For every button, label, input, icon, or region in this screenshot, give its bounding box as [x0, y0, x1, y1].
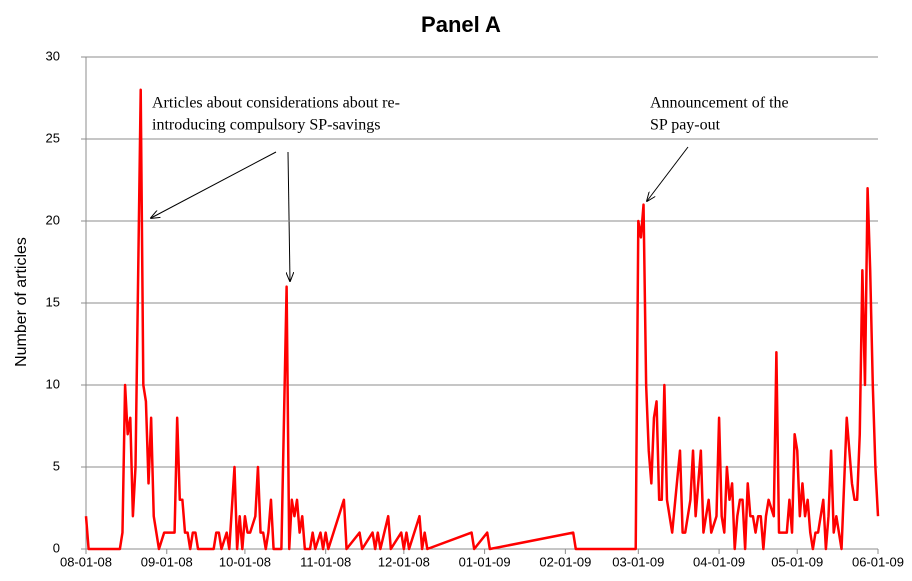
y-tick-label: 10 [46, 376, 60, 391]
arrow [151, 151, 277, 218]
y-tick-label: 25 [46, 130, 60, 145]
x-tick-label: 09-01-08 [141, 554, 193, 569]
x-tick-label: 06-01-09 [852, 554, 904, 569]
annotation: introducing compulsory SP-savings [152, 117, 380, 134]
annotation: Articles about considerations about re- [152, 95, 400, 112]
x-tick-label: 08-01-08 [60, 554, 112, 569]
arrow [647, 146, 689, 201]
annotation: Announcement of the [650, 95, 789, 112]
y-tick-label: 20 [46, 212, 60, 227]
y-tick-label: 30 [46, 48, 60, 63]
x-tick-label: 01-01-09 [459, 554, 511, 569]
y-tick-label: 5 [53, 458, 60, 473]
x-tick-label: 12-01-08 [378, 554, 430, 569]
y-tick-label: 15 [46, 294, 60, 309]
x-tick-label: 10-01-08 [219, 554, 271, 569]
x-tick-label: 05-01-09 [771, 554, 823, 569]
chart-title: Panel A [421, 12, 501, 37]
x-tick-label: 02-01-09 [539, 554, 591, 569]
x-tick-label: 03-01-09 [612, 554, 664, 569]
data-line [84, 88, 880, 551]
annotation: SP pay-out [650, 117, 721, 134]
y-tick-label: 0 [53, 540, 60, 555]
y-axis-label: Number of articles [13, 237, 30, 367]
arrow [288, 151, 290, 281]
x-tick-label: 11-01-08 [300, 554, 351, 569]
x-tick-label: 04-01-09 [693, 554, 745, 569]
